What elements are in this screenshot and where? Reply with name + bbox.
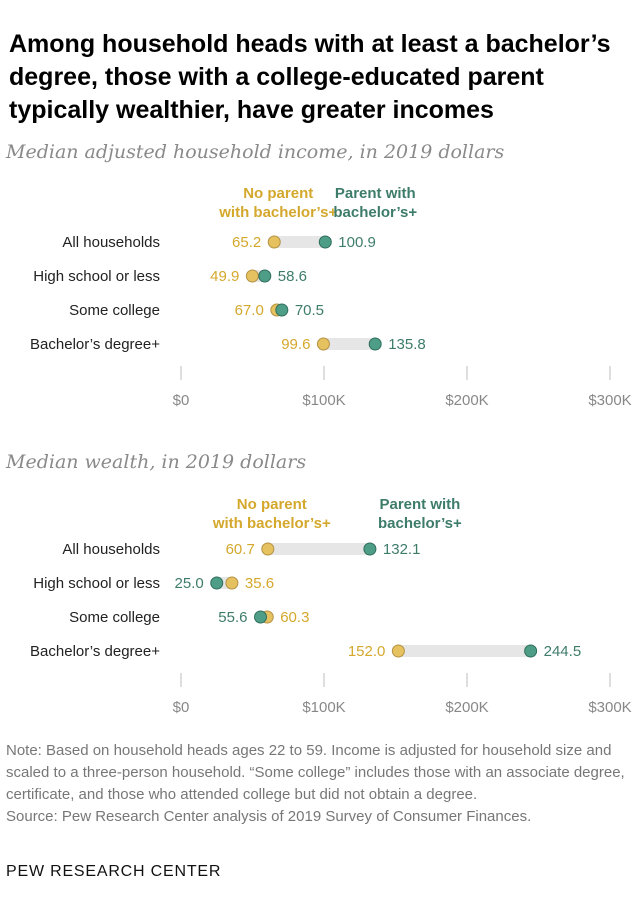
- chart1-legend-no-parent: No parent with bachelor’s+: [218, 185, 337, 221]
- chart2-dot-parent: [524, 644, 538, 658]
- chart1-dot-parent: [368, 337, 382, 351]
- chart2-connector-bar: [398, 645, 531, 657]
- chart2-category-label: All households: [62, 541, 160, 558]
- chart1-legend-parent: Parent with bachelor’s+: [333, 185, 417, 221]
- chart2-category-label: Some college: [69, 609, 160, 626]
- chart1-dot-no-parent: [316, 337, 330, 351]
- chart1-tick-label: $100K: [302, 392, 345, 409]
- chart1-subtitle: Median adjusted household income, in 201…: [5, 141, 504, 163]
- chart2-tick-label: $0: [173, 699, 190, 716]
- chart2-connector-bar: [267, 543, 370, 555]
- chart1-value-label-parent: 100.9: [338, 234, 376, 251]
- chart2-legend-no-parent-line: No parent: [237, 496, 307, 513]
- chart1-dot-no-parent: [245, 269, 259, 283]
- chart1-tick-label: $200K: [445, 392, 488, 409]
- chart2-dot-parent: [363, 542, 377, 556]
- chart1-value-label-parent: 58.6: [278, 268, 307, 285]
- chart2-value-label-no-parent: 35.6: [245, 575, 274, 592]
- chart2-tick-label: $300K: [588, 699, 631, 716]
- chart1-dot-no-parent: [267, 235, 281, 249]
- pew-logo: PEW RESEARCH CENTER: [6, 863, 222, 880]
- chart2-legend-no-parent-line: with bachelor’s+: [212, 515, 331, 532]
- chart2-dot-parent: [210, 576, 224, 590]
- chart2-category-label: Bachelor’s degree+: [30, 643, 160, 660]
- chart2-value-label-parent: 132.1: [383, 541, 421, 558]
- chart2-value-label-no-parent: 60.3: [280, 609, 309, 626]
- chart1-tick-label: $300K: [588, 392, 631, 409]
- chart2-dot-parent: [254, 610, 268, 624]
- chart2-value-label-no-parent: 60.7: [226, 541, 255, 558]
- chart2-category-label: High school or less: [33, 575, 160, 592]
- chart-title: Among household heads with at least a ba…: [9, 30, 611, 124]
- chart1-category-label: Some college: [69, 302, 160, 319]
- chart2-dot-no-parent: [391, 644, 405, 658]
- note-text: Note: Based on household heads ages 22 t…: [6, 742, 625, 803]
- chart2-value-label-no-parent: 152.0: [348, 643, 386, 660]
- chart1-value-label-no-parent: 65.2: [232, 234, 261, 251]
- chart1-value-label-parent: 70.5: [295, 302, 324, 319]
- chart1-connector-bar: [323, 338, 376, 350]
- chart1-value-label-no-parent: 67.0: [235, 302, 264, 319]
- chart1-dot-parent: [258, 269, 272, 283]
- chart1-connector-bar: [274, 236, 326, 248]
- chart2-legend-parent-line: bachelor’s+: [378, 515, 462, 532]
- chart1-legend-no-parent-line: with bachelor’s+: [218, 204, 337, 221]
- chart2-legend-no-parent: No parent with bachelor’s+: [212, 496, 331, 532]
- chart2-legend-parent-line: Parent with: [379, 496, 460, 513]
- chart1-tick-label: $0: [173, 392, 190, 409]
- notes: Note: Based on household heads ages 22 t…: [6, 740, 636, 828]
- chart1-legend-parent-line: bachelor’s+: [333, 204, 417, 221]
- chart1-value-label-no-parent: 99.6: [281, 336, 310, 353]
- chart1-category-label: All households: [62, 234, 160, 251]
- chart1-category-label: High school or less: [33, 268, 160, 285]
- chart1-legend-no-parent-line: No parent: [243, 185, 313, 202]
- chart1-value-label-no-parent: 49.9: [210, 268, 239, 285]
- chart2-tick-label: $200K: [445, 699, 488, 716]
- chart2-value-label-parent: 244.5: [544, 643, 582, 660]
- chart2-legend-parent: Parent with bachelor’s+: [378, 496, 462, 532]
- chart1-legend-parent-line: Parent with: [335, 185, 416, 202]
- chart1-dot-parent: [318, 235, 332, 249]
- chart1-value-label-parent: 135.8: [388, 336, 426, 353]
- source-text: Source: Pew Research Center analysis of …: [6, 808, 532, 825]
- chart2-tick-label: $100K: [302, 699, 345, 716]
- chart2-dot-no-parent: [261, 542, 275, 556]
- chart1-category-label: Bachelor’s degree+: [30, 336, 160, 353]
- chart2-value-label-parent: 55.6: [218, 609, 247, 626]
- chart2-dot-no-parent: [225, 576, 239, 590]
- chart2-value-label-parent: 25.0: [175, 575, 204, 592]
- chart2-subtitle: Median wealth, in 2019 dollars: [5, 451, 306, 473]
- chart1-dot-parent: [275, 303, 289, 317]
